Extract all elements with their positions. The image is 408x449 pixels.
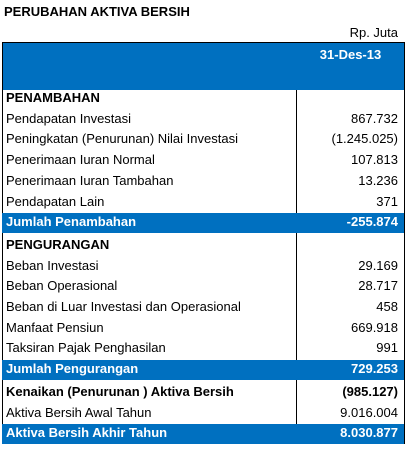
item-value: 13.236 <box>358 172 398 188</box>
item-label: Peningkatan (Penurunan) Nilai Investasi <box>6 131 238 147</box>
total-bar <box>2 213 404 233</box>
border <box>2 42 404 43</box>
total-bar <box>2 424 404 444</box>
total-label: Jumlah Penambahan <box>6 214 137 230</box>
column-divider <box>296 90 297 443</box>
total-value: -255.874 <box>346 214 398 230</box>
item-label: Beban di Luar Investasi dan Operasional <box>6 299 241 314</box>
item-label: Pendapatan Lain <box>6 193 105 209</box>
closing-label: Aktiva Bersih Akhir Tahun <box>6 425 168 441</box>
total-value: 729.253 <box>351 361 398 377</box>
closing-value: 8.030.877 <box>340 425 398 441</box>
column-header: 31-Des-13 <box>319 47 382 62</box>
item-value: 371 <box>376 193 398 209</box>
item-label: Pendapatan Investasi <box>6 110 132 126</box>
item-value: 991 <box>376 340 398 356</box>
item-label: Taksiran Pajak Penghasilan <box>6 340 166 356</box>
item-value: 458 <box>376 299 398 314</box>
item-label: Beban Operasional <box>6 278 118 294</box>
opening-label: Aktiva Bersih Awal Tahun <box>6 404 152 420</box>
item-label: Manfaat Pensiun <box>6 319 104 335</box>
title: PERUBAHAN AKTIVA BERSIH <box>4 4 190 19</box>
total-label: Jumlah Pengurangan <box>6 361 139 377</box>
item-value: 867.732 <box>351 110 398 126</box>
item-label: Penerimaan Iuran Normal <box>6 152 155 168</box>
item-value: 107.813 <box>351 152 398 168</box>
header-bar <box>2 42 404 90</box>
item-value: 29.169 <box>358 257 398 273</box>
change-value: (985.127) <box>342 383 398 399</box>
change-label: Kenaikan (Penurunan ) Aktiva Bersih <box>6 383 234 399</box>
item-value: (1.245.025) <box>331 131 399 147</box>
unit: Rp. Juta <box>349 25 398 40</box>
border <box>404 42 405 443</box>
item-label: Beban Investasi <box>6 257 99 273</box>
section-heading: PENAMBAHAN <box>6 90 100 105</box>
item-value: 28.717 <box>358 278 398 294</box>
total-bar <box>2 360 404 380</box>
item-value: 669.918 <box>351 319 398 335</box>
border <box>2 42 3 443</box>
item-label: Penerimaan Iuran Tambahan <box>6 172 174 188</box>
section-heading: PENGURANGAN <box>6 236 110 252</box>
opening-value: 9.016.004 <box>340 404 398 420</box>
